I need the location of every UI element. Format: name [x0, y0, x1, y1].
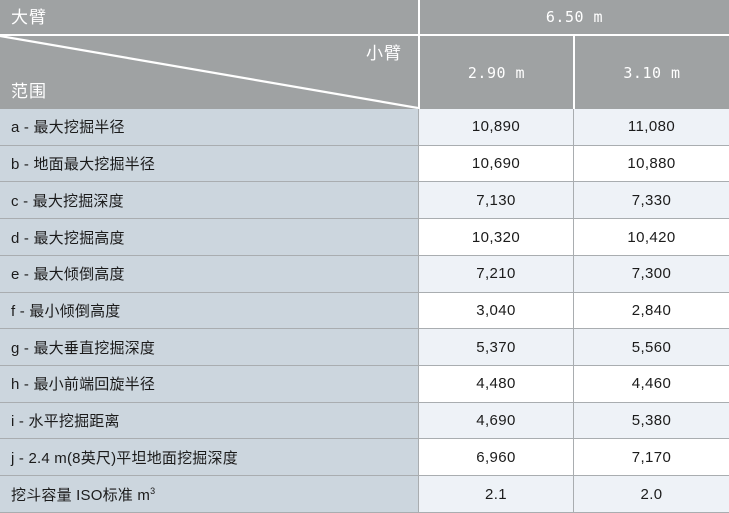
- table-row: d - 最大挖掘高度 10,320 10,420: [0, 219, 729, 256]
- header-diagonal-split-cell: 小臂 范围: [0, 36, 418, 109]
- row-value: 10,890: [471, 118, 521, 136]
- header-range-label: 范围: [11, 82, 47, 101]
- header-arm-column-1: 2.90 m: [418, 36, 573, 109]
- table-header: 大臂 6.50 m 小臂 范围 2.90 m 3.10 m: [0, 0, 729, 109]
- row-value-cell-2: 10,420: [573, 219, 729, 256]
- table-row: j - 2.4 m(8英尺)平坦地面挖掘深度 6,960 7,170: [0, 439, 729, 477]
- row-label: g - 最大垂直挖掘深度: [11, 339, 156, 357]
- row-value: 2.1: [484, 485, 508, 503]
- row-label: d - 最大挖掘高度: [11, 229, 125, 247]
- row-label-cell: 挖斗容量 ISO标准 m3: [0, 476, 418, 513]
- header-boom-value: 6.50 m: [545, 8, 604, 26]
- row-value: 5,560: [631, 338, 672, 356]
- row-label-cell: a - 最大挖掘半径: [0, 109, 418, 146]
- row-label: 挖斗容量 ISO标准 m3: [11, 485, 156, 504]
- row-label-cell: i - 水平挖掘距离: [0, 402, 418, 440]
- row-label: i - 水平挖掘距离: [11, 413, 120, 431]
- table-row: b - 地面最大挖掘半径 10,690 10,880: [0, 145, 729, 183]
- row-value-cell-1: 7,130: [418, 182, 573, 220]
- row-value-cell-1: 10,320: [418, 219, 573, 256]
- row-value-cell-2: 4,460: [573, 366, 729, 403]
- row-label-cell: e - 最大倾倒高度: [0, 255, 418, 293]
- header-arm-label: 小臂: [366, 44, 402, 63]
- row-value: 7,330: [631, 191, 672, 209]
- row-label-cell: j - 2.4 m(8英尺)平坦地面挖掘深度: [0, 439, 418, 477]
- row-value: 10,320: [471, 228, 521, 246]
- table-row: f - 最小倾倒高度 3,040 2,840: [0, 292, 729, 330]
- diagonal-divider-icon: [0, 36, 418, 109]
- row-value-cell-2: 7,300: [573, 255, 729, 293]
- row-value: 4,460: [631, 375, 672, 393]
- row-value: 10,420: [627, 228, 676, 246]
- row-value-cell-1: 6,960: [418, 439, 573, 477]
- row-label-cell: b - 地面最大挖掘半径: [0, 145, 418, 183]
- row-value-cell-2: 2,840: [573, 292, 729, 330]
- row-label-cell: g - 最大垂直挖掘深度: [0, 329, 418, 367]
- table-row: g - 最大垂直挖掘深度 5,370 5,560: [0, 329, 729, 367]
- row-value-cell-2: 2.0: [573, 476, 729, 513]
- row-value: 7,170: [631, 448, 672, 466]
- row-value-cell-1: 2.1: [418, 476, 573, 513]
- row-value-cell-1: 5,370: [418, 329, 573, 367]
- row-label: a - 最大挖掘半径: [11, 119, 125, 137]
- row-value-cell-2: 7,170: [573, 439, 729, 477]
- row-value-cell-2: 11,080: [573, 109, 729, 146]
- table-row: a - 最大挖掘半径 10,890 11,080: [0, 109, 729, 146]
- row-label: c - 最大挖掘深度: [11, 192, 124, 210]
- row-value: 4,690: [476, 412, 516, 430]
- row-value: 3,040: [476, 301, 516, 319]
- row-value: 7,300: [631, 265, 672, 283]
- row-value: 10,690: [471, 155, 521, 173]
- row-value-cell-1: 4,480: [418, 366, 573, 403]
- header-boom-value-cell: 6.50 m: [418, 0, 729, 36]
- row-value-cell-1: 10,690: [418, 145, 573, 183]
- header-arm-column-2: 3.10 m: [573, 36, 729, 109]
- row-value: 5,380: [631, 412, 672, 430]
- table-body: a - 最大挖掘半径 10,890 11,080 b - 地面最大挖掘半径 10,690…: [0, 109, 729, 513]
- table-row: e - 最大倾倒高度 7,210 7,300: [0, 255, 729, 293]
- row-value: 7,210: [476, 265, 516, 283]
- row-label: e - 最大倾倒高度: [11, 266, 125, 284]
- row-value: 6,960: [476, 448, 516, 466]
- row-value-cell-1: 10,890: [418, 109, 573, 146]
- row-value-cell-1: 4,690: [418, 402, 573, 440]
- row-value-cell-1: 3,040: [418, 292, 573, 330]
- row-value: 5,370: [476, 338, 516, 356]
- row-label: j - 2.4 m(8英尺)平坦地面挖掘深度: [11, 449, 238, 467]
- row-value: 2,840: [631, 301, 672, 319]
- row-value-cell-2: 5,560: [573, 329, 729, 367]
- header-arm-value-2: 3.10 m: [623, 63, 681, 82]
- table-row: c - 最大挖掘深度 7,130 7,330: [0, 182, 729, 220]
- row-label: b - 地面最大挖掘半径: [11, 156, 156, 174]
- row-value: 2.0: [640, 485, 663, 503]
- row-value-cell-2: 5,380: [573, 402, 729, 440]
- row-value: 7,130: [476, 191, 516, 209]
- row-value: 4,480: [476, 375, 516, 393]
- row-label: f - 最小倾倒高度: [11, 302, 121, 320]
- header-boom-title-cell: 大臂: [0, 0, 418, 36]
- row-label-cell: c - 最大挖掘深度: [0, 182, 418, 220]
- row-label: h - 最小前端回旋半径: [11, 376, 156, 394]
- table-row: h - 最小前端回旋半径 4,480 4,460: [0, 366, 729, 403]
- row-value: 11,080: [627, 118, 676, 136]
- row-label-cell: h - 最小前端回旋半径: [0, 366, 418, 403]
- row-label-cell: d - 最大挖掘高度: [0, 219, 418, 256]
- header-boom-label: 大臂: [11, 8, 47, 27]
- row-label-cell: f - 最小倾倒高度: [0, 292, 418, 330]
- row-value-cell-1: 7,210: [418, 255, 573, 293]
- header-arm-value-1: 2.90 m: [467, 63, 526, 82]
- table-row: i - 水平挖掘距离 4,690 5,380: [0, 402, 729, 440]
- table-row: 挖斗容量 ISO标准 m3 2.1 2.0: [0, 476, 729, 513]
- row-value-cell-2: 10,880: [573, 145, 729, 183]
- row-value: 10,880: [627, 155, 676, 173]
- row-value-cell-2: 7,330: [573, 182, 729, 220]
